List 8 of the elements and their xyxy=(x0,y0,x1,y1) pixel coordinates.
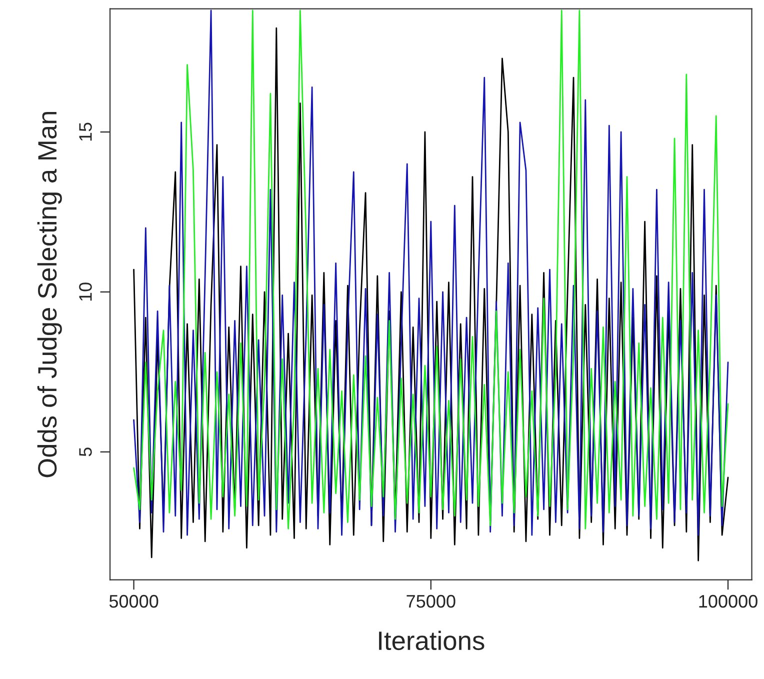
x-axis-title: Iterations xyxy=(379,630,484,650)
x-tick-label: 50000 xyxy=(109,594,158,608)
x-tick-label: 100000 xyxy=(699,594,758,608)
x-tick-label: 75000 xyxy=(406,594,456,608)
y-tick-label: 5 xyxy=(79,448,92,456)
y-tick-label: 10 xyxy=(79,282,92,301)
y-axis-title: Odds of Judge Selecting a Man xyxy=(37,112,62,478)
y-tick-label: 15 xyxy=(79,122,92,141)
